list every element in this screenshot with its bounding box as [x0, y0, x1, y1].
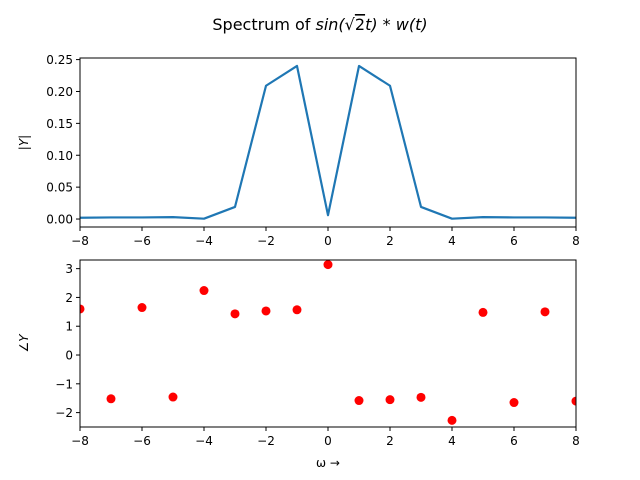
phase-subplot: −8 −6 −4 −2 0 2 4 6 8 −2 −1 0 1 2 3 ∠Y ω → — [17, 259, 580, 470]
x-tick-label: 8 — [572, 434, 580, 448]
x-tick-label: 4 — [448, 234, 456, 248]
y-tick-label: 0.10 — [46, 149, 73, 163]
x-tick-label: −4 — [195, 434, 213, 448]
x-tick-label: 4 — [448, 434, 456, 448]
y-tick-label: 0.25 — [46, 53, 73, 67]
magnitude-subplot: −8 −6 −4 −2 0 2 4 6 8 0.00 0.05 0.10 0.15 0.20 0.25 |Y| — [17, 53, 580, 248]
phase-point — [416, 392, 426, 402]
phase-point — [354, 396, 364, 406]
x-tick-label: −8 — [71, 234, 89, 248]
x-tick-label: −2 — [257, 234, 275, 248]
phase-point — [540, 307, 550, 317]
phase-point — [571, 396, 576, 406]
phase-point — [106, 394, 116, 404]
phase-point — [509, 398, 519, 408]
phase-point — [478, 307, 488, 317]
x-tick-label: 8 — [572, 234, 580, 248]
magnitude-line — [79, 64, 577, 220]
x-tick-label: −4 — [195, 234, 213, 248]
x-tick-label: −6 — [133, 234, 151, 248]
phase-point — [447, 415, 457, 425]
phase-point — [168, 392, 178, 402]
axes-frame — [79, 57, 577, 228]
y-tick-label: 1 — [65, 320, 73, 334]
y-tick-label: −1 — [55, 377, 73, 391]
phase-point — [323, 260, 333, 270]
x-tick-label: −6 — [133, 434, 151, 448]
y-tick-label: −2 — [55, 406, 73, 420]
x-tick-label: 6 — [510, 234, 518, 248]
y-axis-label: ∠Y — [17, 333, 31, 353]
y-tick-label: 0.20 — [46, 85, 73, 99]
x-tick-label: −8 — [71, 434, 89, 448]
y-tick-label: 0.00 — [46, 213, 73, 227]
y-tick-label: 0.15 — [46, 117, 73, 131]
axes-frame — [79, 259, 577, 428]
phase-point — [385, 395, 395, 405]
x-tick-label: 2 — [386, 234, 394, 248]
x-tick-label: 2 — [386, 434, 394, 448]
y-tick-label: 2 — [65, 291, 73, 305]
phase-point — [199, 286, 209, 296]
x-tick-label: 6 — [510, 434, 518, 448]
x-axis-label: ω → — [316, 456, 340, 470]
y-axis-label: |Y| — [17, 135, 31, 150]
y-tick-label: 3 — [65, 262, 73, 276]
x-tick-label: 0 — [324, 234, 332, 248]
phase-point — [292, 305, 302, 315]
x-tick-label: 0 — [324, 434, 332, 448]
phase-point — [80, 304, 85, 314]
phase-point — [261, 306, 271, 316]
phase-point — [230, 309, 240, 319]
y-tick-label: 0 — [65, 349, 73, 363]
phase-point — [137, 303, 147, 313]
x-tick-label: −2 — [257, 434, 275, 448]
y-tick-label: 0.05 — [46, 181, 73, 195]
figure-title: Spectrum of sin(√2t) * w(t) — [212, 15, 427, 34]
